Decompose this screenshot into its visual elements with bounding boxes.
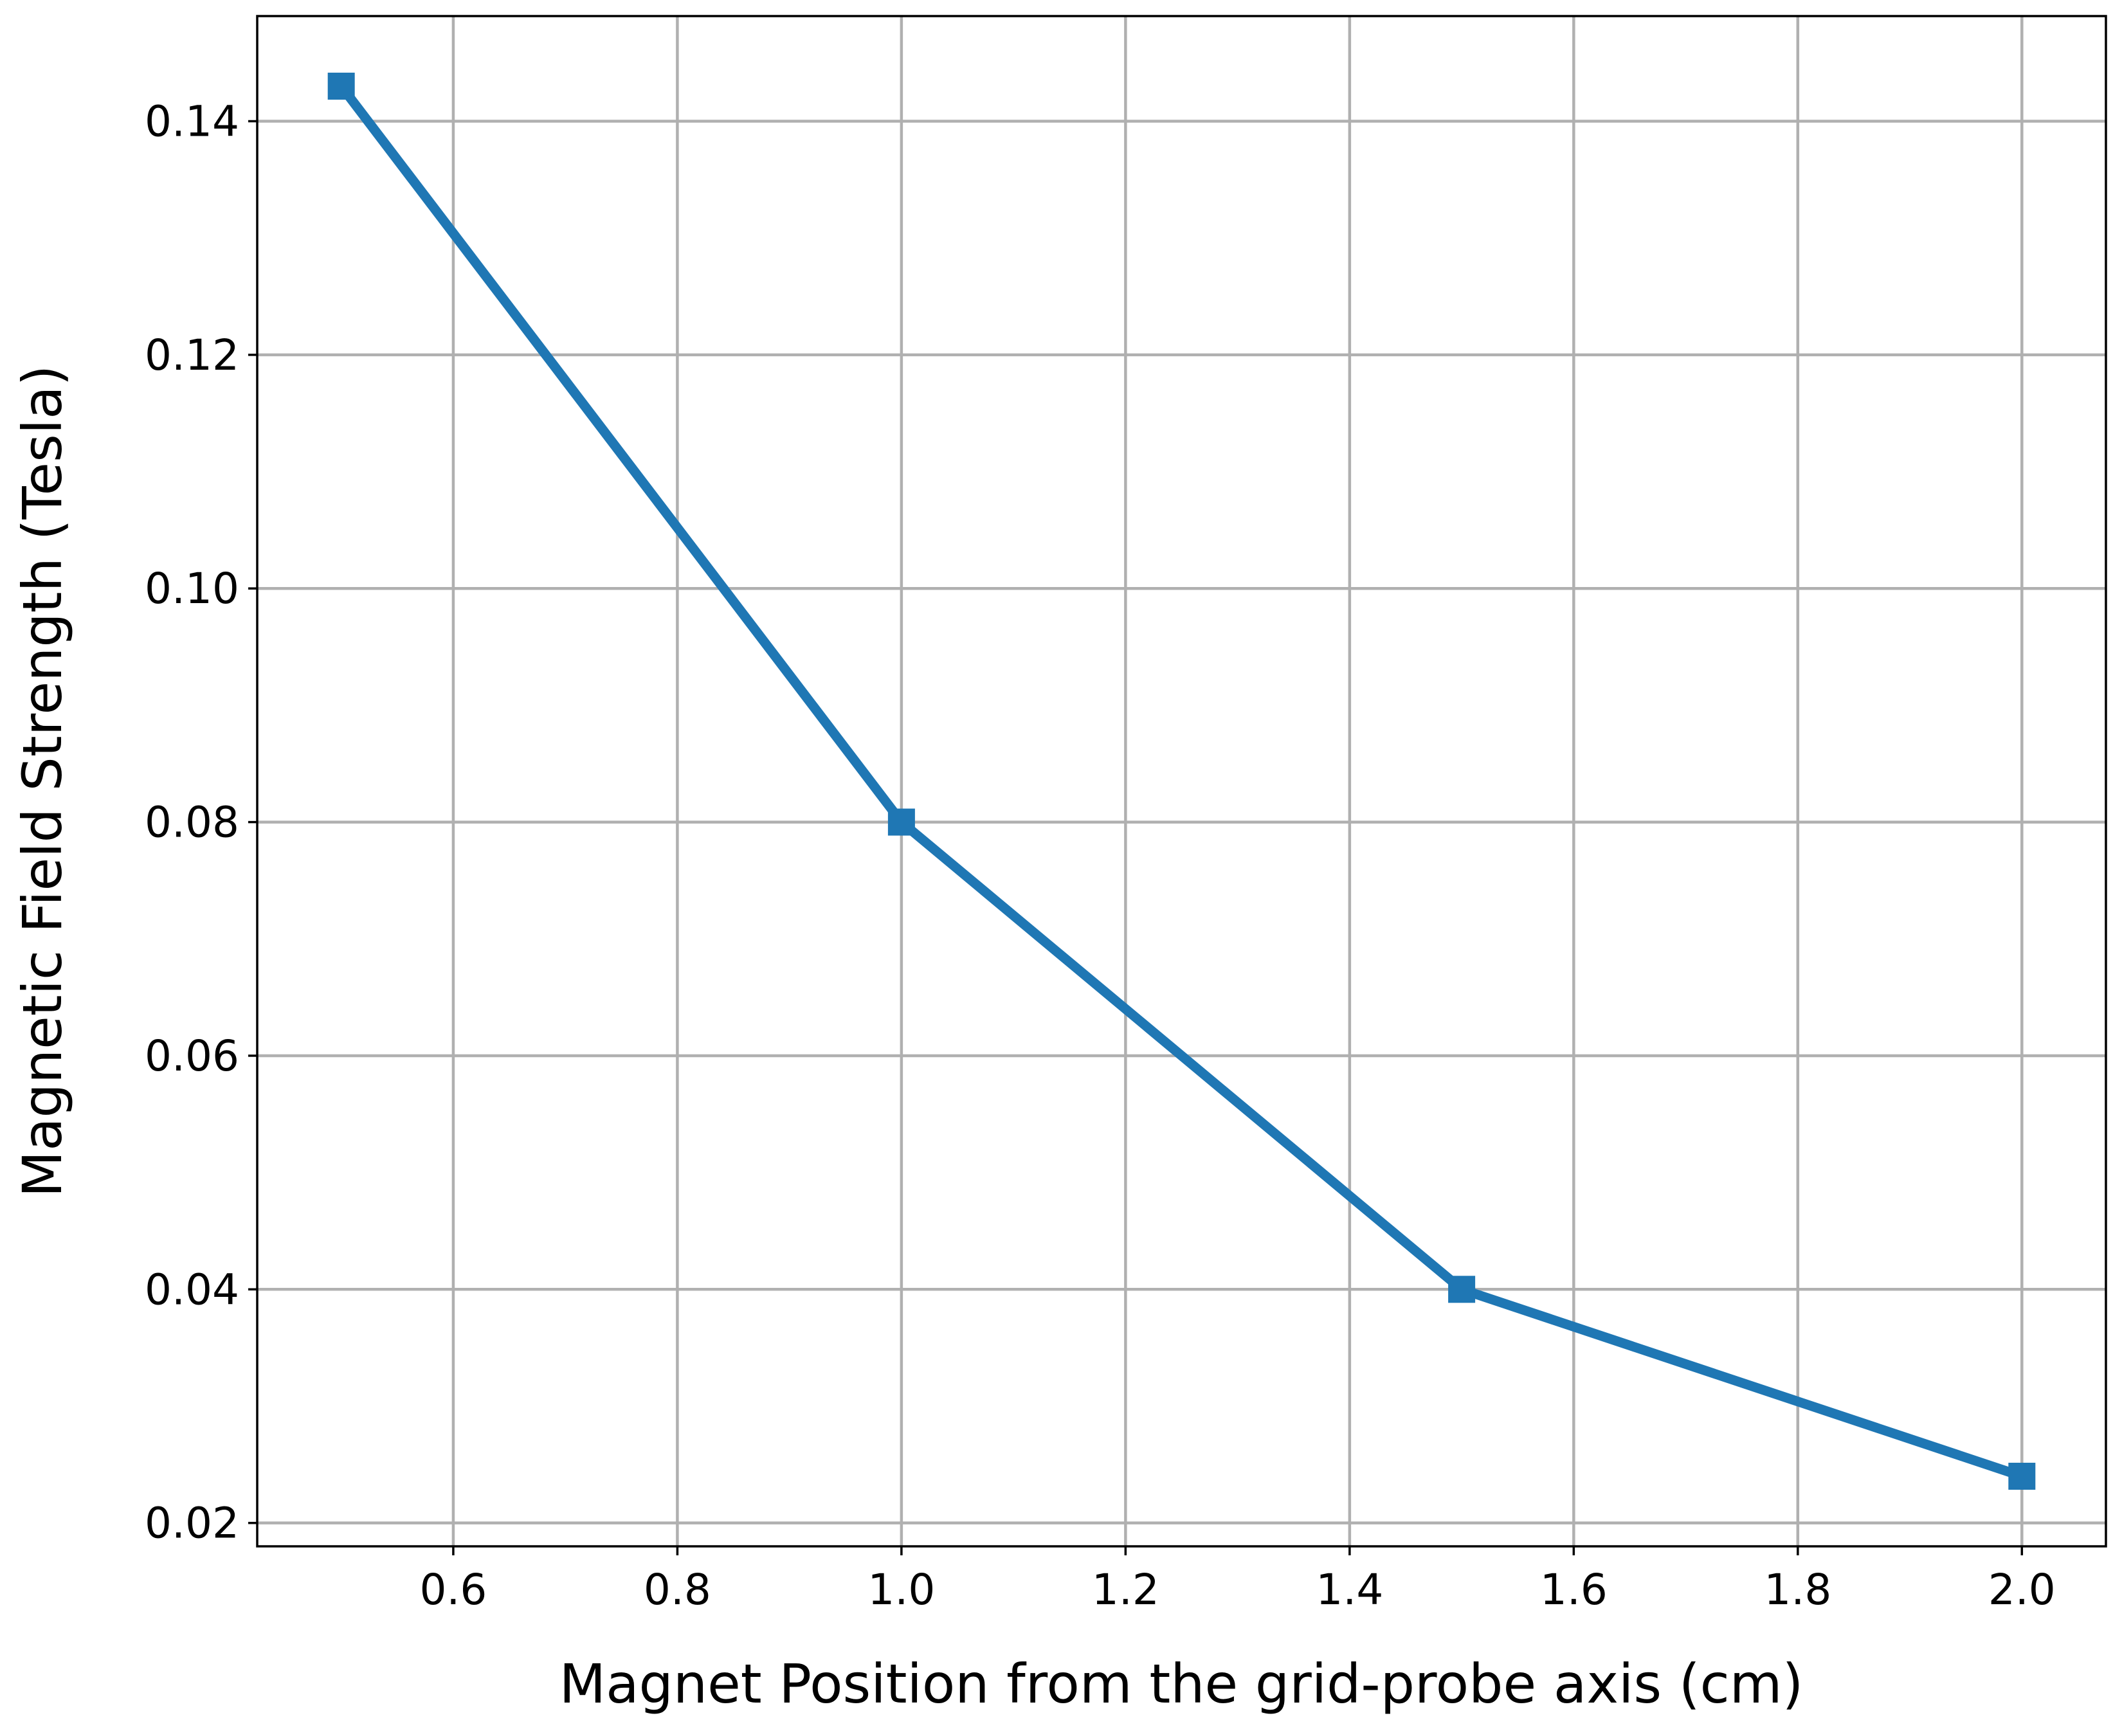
y-axis-label: Magnetic Field Strength (Tesla) — [11, 365, 74, 1198]
y-tick-label: 0.04 — [145, 1265, 239, 1314]
y-tick-label: 0.14 — [145, 97, 239, 147]
y-tick-label: 0.08 — [145, 798, 239, 847]
y-tick-label: 0.06 — [145, 1031, 239, 1081]
grid — [257, 16, 2106, 1546]
x-tick-label: 1.2 — [1092, 1565, 1159, 1614]
x-tick-label: 0.8 — [644, 1565, 711, 1614]
x-axis-label: Magnet Position from the grid-probe axis… — [559, 1652, 1804, 1715]
y-tick-label: 0.12 — [145, 330, 239, 380]
x-tick-label: 2.0 — [1988, 1565, 2056, 1614]
x-tick-label: 1.0 — [867, 1565, 935, 1614]
x-tick-label: 0.6 — [419, 1565, 487, 1614]
series-line — [337, 83, 2024, 1481]
data-point-marker — [327, 73, 355, 100]
ticks: 0.6 0.8 1.0 1.2 1.4 1.6 1.8 2.0 0.02 0.04 0.06 0.08… — [145, 97, 2056, 1614]
series-layer — [327, 73, 2036, 1490]
y-tick-label: 0.10 — [145, 564, 239, 613]
plot-frame — [256, 15, 2107, 1548]
x-tick-label: 1.4 — [1316, 1565, 1383, 1614]
x-tick-label: 1.8 — [1764, 1565, 1831, 1614]
data-point-marker — [1448, 1276, 1476, 1303]
data-point-marker — [887, 808, 915, 836]
y-tick-label: 0.02 — [145, 1499, 239, 1548]
data-point-marker — [2008, 1462, 2036, 1490]
x-tick-label: 1.6 — [1540, 1565, 1608, 1614]
